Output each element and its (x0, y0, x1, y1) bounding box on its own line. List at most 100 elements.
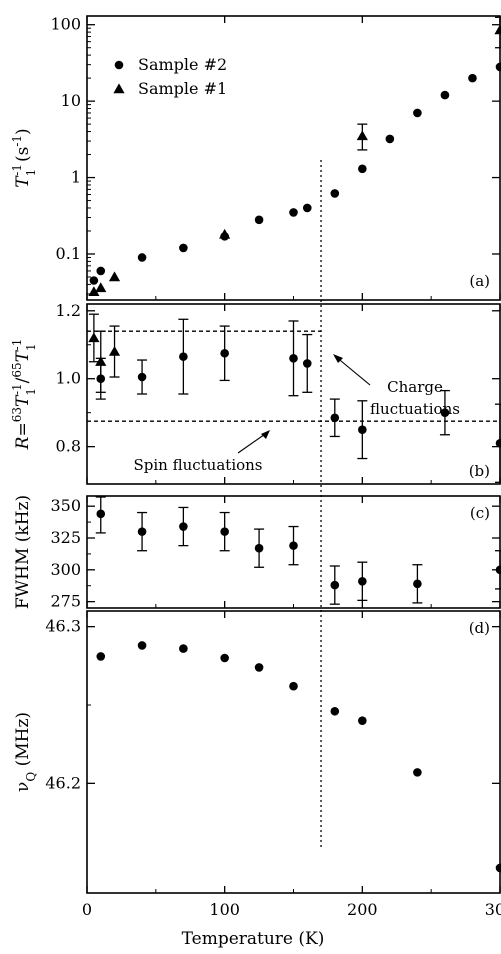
data-point (254, 543, 264, 553)
y-tick-label: 325 (50, 528, 81, 547)
legend-label: Sample #2 (138, 55, 227, 74)
data-point (137, 253, 147, 262)
data-point (356, 130, 368, 141)
data-point (289, 681, 298, 691)
data-point (88, 332, 100, 343)
y-tick-label: 100 (50, 15, 81, 34)
data-point (358, 716, 367, 725)
x-tick-label: 100 (209, 900, 240, 919)
series-triangle (88, 16, 501, 297)
annotation-charge-2: fluctuations (370, 400, 460, 418)
y-tick-label: 1 (71, 168, 81, 187)
y-axis-title-c: FWHM (kHz) (13, 495, 33, 609)
data-point (96, 652, 106, 661)
data-point (440, 408, 450, 417)
data-point (96, 509, 106, 519)
y-axis-title-b: R=63T1-1/65T1-1 (10, 339, 38, 451)
data-point (254, 215, 264, 225)
data-point (302, 359, 312, 368)
y-tick-label: 300 (50, 560, 81, 579)
arrowhead-icon (261, 430, 270, 439)
data-point (495, 863, 501, 873)
data-point (302, 203, 312, 213)
series-circle (96, 641, 501, 873)
legend-marker-circle (114, 60, 124, 70)
legend-marker-triangle (113, 83, 125, 94)
x-tick-label: 300 (485, 900, 501, 919)
data-point (358, 425, 367, 434)
data-point (289, 541, 298, 550)
y-tick-label: 275 (50, 592, 81, 611)
series-triangle (88, 313, 121, 393)
data-point (88, 286, 100, 297)
data-point (96, 266, 106, 276)
data-point (468, 73, 477, 83)
legend-label: Sample #1 (138, 79, 227, 98)
data-point (254, 663, 264, 672)
panel-c: 275 300 325 350 FWHM (kHz) (c) (13, 495, 501, 611)
annotation-charge: Charge (387, 378, 443, 396)
data-point (219, 228, 231, 239)
series-circle (95, 318, 501, 483)
data-point (358, 576, 367, 586)
y-tick-label: 10 (61, 91, 81, 110)
panel-label-c: (c) (470, 504, 490, 522)
data-point (385, 134, 395, 144)
panel-d-frame (86, 610, 501, 894)
data-point (330, 413, 340, 423)
data-point (179, 352, 188, 361)
y-tick-label: 0.1 (56, 244, 81, 263)
panel-label-d: (d) (469, 619, 490, 637)
panel-label-b: (b) (469, 462, 490, 480)
y-axis-title-d: νQ (MHz) (13, 712, 38, 792)
data-point (494, 24, 501, 35)
data-point (179, 644, 188, 653)
data-point (330, 706, 340, 716)
y-tick-label: 1.0 (56, 369, 81, 388)
annotation-arrow (334, 355, 371, 386)
data-point (413, 108, 422, 118)
panel-a: 0.1 1 10 100 T1-1(s-1) (a) Sample #2 Sample #1 (10, 15, 501, 301)
data-point (95, 282, 107, 293)
arrowhead-icon (333, 354, 343, 363)
series-circle (89, 62, 501, 285)
data-point (108, 271, 121, 282)
data-point (95, 356, 107, 366)
y-tick-label: 0.8 (56, 437, 81, 456)
data-point (413, 768, 422, 777)
data-point (89, 276, 99, 285)
legend: Sample #2 Sample #1 (113, 55, 227, 98)
data-point (358, 164, 367, 174)
data-point (289, 354, 298, 363)
data-point (179, 522, 188, 531)
data-point (413, 579, 422, 589)
panel-d: 46.2 46.3 νQ (MHz) (d) (13, 610, 501, 894)
panel-label-a: (a) (469, 272, 490, 290)
y-axis-title-a: T1-1(s-1) (10, 128, 38, 187)
y-tick-label: 1.2 (56, 301, 81, 320)
data-point (108, 345, 121, 356)
panel-b: 0.8 1.0 1.2 R=63T1-1/65T1-1 (b) Charge fluctua… (10, 301, 501, 485)
x-axis-title: Temperature (K) (182, 929, 325, 949)
data-point (137, 527, 147, 536)
data-point (220, 527, 229, 536)
x-tick-label: 200 (347, 900, 378, 919)
annotation-spin: Spin fluctuations (133, 456, 262, 474)
x-tick-label: 0 (82, 900, 92, 919)
data-point (330, 189, 340, 198)
data-point (179, 243, 188, 253)
series-circle (95, 496, 501, 605)
data-point (330, 580, 340, 590)
data-point (220, 653, 229, 663)
data-point (220, 348, 229, 358)
data-point (137, 641, 147, 650)
data-point (289, 208, 298, 217)
data-point (440, 90, 450, 100)
data-point (495, 62, 501, 72)
y-tick-label: 46.3 (45, 617, 81, 636)
y-tick-label: 350 (50, 496, 81, 515)
data-point (495, 438, 501, 448)
data-point (495, 565, 501, 575)
data-point (137, 372, 147, 382)
